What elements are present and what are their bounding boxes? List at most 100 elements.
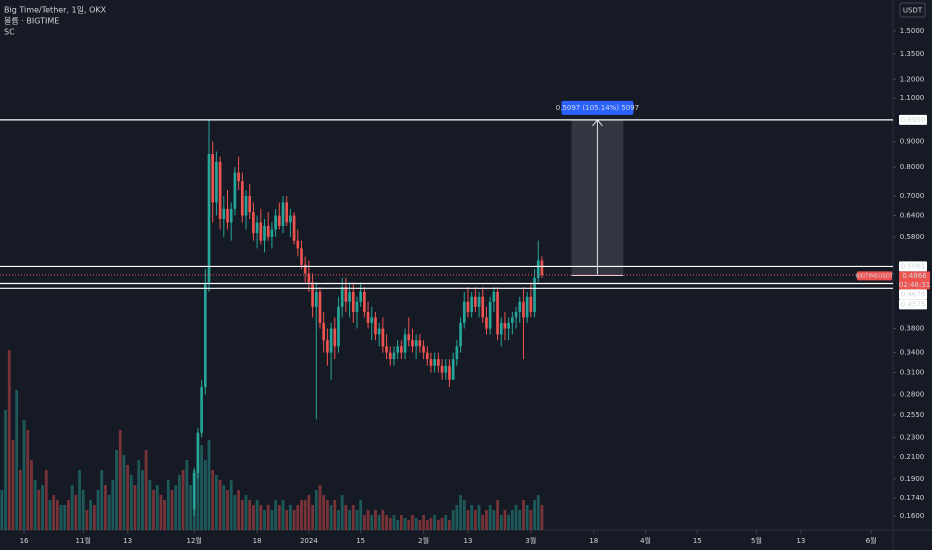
volume-bar <box>536 495 540 530</box>
volume-bar <box>351 505 355 530</box>
volume-bar <box>15 390 19 530</box>
volume-bar <box>525 505 529 530</box>
candle-body <box>348 291 351 302</box>
candle-body <box>263 225 266 241</box>
volume-bar <box>366 510 370 530</box>
candle-body <box>322 322 326 341</box>
volume-bar <box>385 515 388 530</box>
volume-bar <box>85 510 89 530</box>
volume-bar <box>178 475 181 530</box>
volume-bar <box>496 500 499 530</box>
volume-bar <box>411 515 414 530</box>
volume-bar <box>311 505 314 530</box>
candle-body <box>485 317 488 329</box>
volume-bar <box>248 500 252 530</box>
volume-bar <box>270 510 274 530</box>
volume-bar <box>388 518 392 530</box>
candle-body <box>492 291 496 302</box>
currency[interactable]: USDT <box>903 7 923 15</box>
x-tick-label: 15 <box>356 537 365 545</box>
volume-bar <box>333 500 337 530</box>
currency-box[interactable] <box>899 2 926 18</box>
volume-bar <box>170 490 174 530</box>
volume-bar <box>67 500 70 530</box>
y-tick-label: 0.1900 <box>900 475 925 483</box>
candle-body <box>359 291 363 302</box>
candle-body <box>381 328 385 347</box>
volume-bar <box>96 490 100 530</box>
candle-body <box>396 346 400 353</box>
volume-bar <box>303 500 307 530</box>
x-tick-label: 13 <box>463 537 472 545</box>
volume-bar <box>429 518 433 530</box>
candle-body <box>366 312 370 323</box>
volume-bar <box>377 515 381 530</box>
candle-body <box>215 161 218 203</box>
candle-body <box>259 222 263 241</box>
candle-body <box>363 291 366 313</box>
candle-body <box>351 291 355 313</box>
volume-bar <box>436 520 440 530</box>
volume-bar <box>477 505 481 530</box>
candle-body <box>418 340 422 347</box>
candle-body <box>374 317 377 335</box>
y-tick-label: 0.6400 <box>900 212 925 220</box>
volume-bar <box>229 480 233 530</box>
x-tick-label: 13 <box>796 537 805 545</box>
candle-body <box>525 296 529 318</box>
candle-body <box>326 340 329 353</box>
x-tick-label: 4월 <box>640 536 651 545</box>
y-tick-label: 1.2000 <box>900 75 925 83</box>
volume-bar <box>288 505 292 530</box>
level-label: 0.4678 <box>901 290 926 298</box>
volume-bar <box>473 510 477 530</box>
candle-body <box>337 306 340 347</box>
volume-bar <box>218 480 222 530</box>
volume-bar <box>503 510 507 530</box>
volume-bar <box>492 510 496 530</box>
volume-bar <box>122 455 126 530</box>
candle-body <box>388 352 392 360</box>
candle-body <box>422 346 425 353</box>
volume-bar <box>18 470 22 530</box>
volume-bar <box>115 450 118 530</box>
volume-bar <box>425 520 429 530</box>
x-tick-label: 2024 <box>300 537 318 545</box>
volume-bar <box>30 460 33 530</box>
y-tick-label: 1.3500 <box>900 50 925 58</box>
volume-bar <box>514 505 518 530</box>
volume-bar <box>244 495 248 530</box>
volume-bar <box>0 490 4 530</box>
volume-bar <box>89 500 93 530</box>
volume-bar <box>292 510 296 530</box>
volume-bar <box>499 515 503 530</box>
volume-bar <box>355 510 359 530</box>
y-tick-label: 0.1600 <box>900 512 925 520</box>
candle-body <box>481 296 485 318</box>
volume-bar <box>392 515 396 530</box>
y-tick-label: 0.5800 <box>900 233 925 241</box>
volume-bar <box>459 495 462 530</box>
volume-bar <box>148 480 152 530</box>
volume-bar <box>59 505 63 530</box>
candle-body <box>237 172 240 182</box>
y-tick-label: 0.3100 <box>900 369 925 377</box>
candle-body <box>411 340 414 347</box>
volume-bar <box>141 470 144 530</box>
x-tick-label: 11월 <box>76 536 91 545</box>
volume-bar <box>255 500 259 530</box>
candle-body <box>499 322 503 335</box>
volume-bar <box>407 520 411 530</box>
level-label-box <box>899 289 927 300</box>
candle-body <box>203 282 207 388</box>
candle-body <box>392 352 396 360</box>
level-label-box <box>899 299 927 310</box>
candle-body <box>540 260 544 275</box>
x-tick-label: 3월 <box>525 536 536 545</box>
volume-bar <box>488 505 492 530</box>
volume-bar <box>74 495 78 530</box>
candle-body <box>233 172 237 209</box>
candle-body <box>503 322 507 329</box>
volume-bar <box>174 485 178 530</box>
